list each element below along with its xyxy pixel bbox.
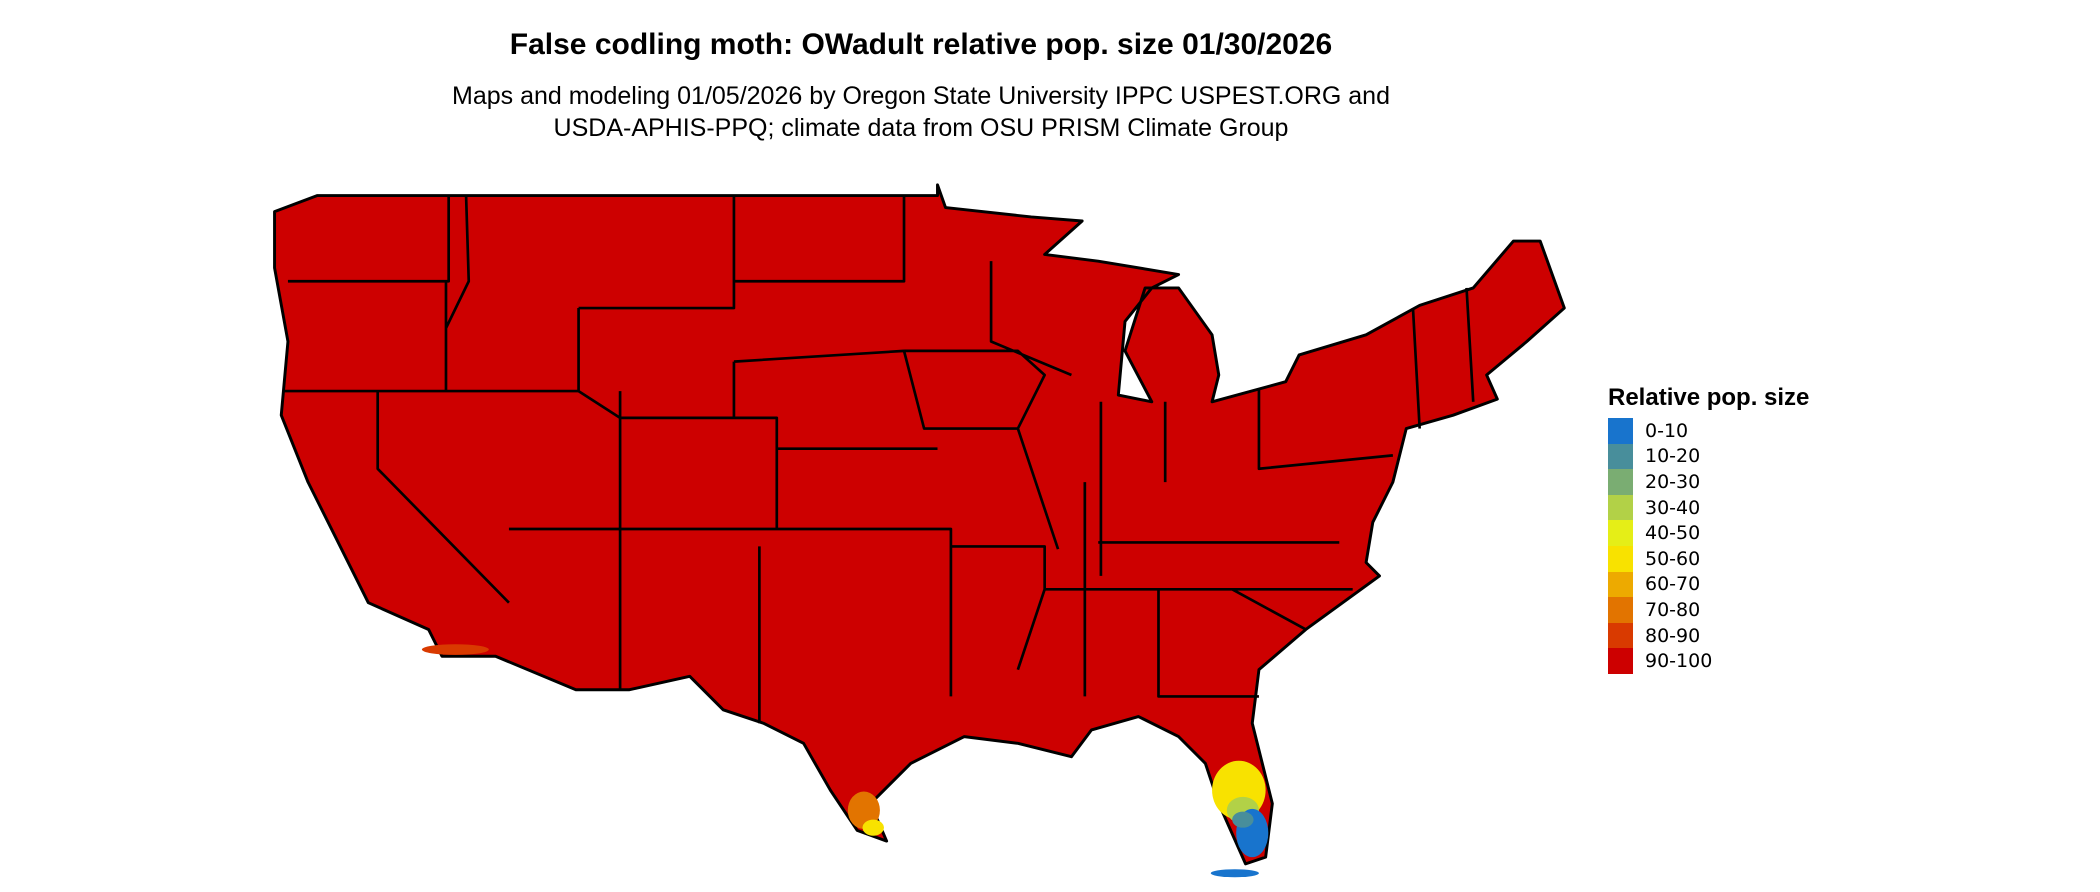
legend-item: 80-90 <box>1608 622 1809 649</box>
legend-title: Relative pop. size <box>1608 384 1810 411</box>
map-subtitle-line-2: USDA-APHIS-PPQ; climate data from OSU PR… <box>553 114 1289 142</box>
legend-label: 0-10 <box>1645 419 1689 442</box>
legend-swatch <box>1608 443 1633 470</box>
legend-label: 90-100 <box>1645 650 1713 673</box>
legend-swatch <box>1608 469 1633 495</box>
legend: Relative pop. size 0-10 10-20 20-30 30-40 40… <box>1608 384 1809 674</box>
legend-swatch <box>1608 494 1633 521</box>
legend-item: 60-70 <box>1608 571 1809 598</box>
legend-item: 0-10 <box>1608 418 1809 444</box>
map-subtitle-line-1: Maps and modeling 01/05/2026 by Oregon S… <box>452 82 1390 110</box>
legend-swatch <box>1608 571 1633 598</box>
state-borders <box>283 195 1475 724</box>
legend-label: 40-50 <box>1645 522 1701 545</box>
florida-gradient <box>1210 760 1269 878</box>
legend-label: 60-70 <box>1645 573 1701 596</box>
legend-item: 30-40 <box>1608 494 1809 521</box>
legend-item: 20-30 <box>1608 469 1809 495</box>
legend-swatch <box>1608 520 1633 546</box>
legend-item: 70-80 <box>1608 597 1809 623</box>
legend-label: 30-40 <box>1645 496 1701 519</box>
legend-label: 20-30 <box>1645 470 1701 493</box>
legend-swatch <box>1608 648 1633 674</box>
legend-label: 50-60 <box>1645 547 1701 570</box>
us-outline <box>273 183 1566 866</box>
legend-swatch <box>1608 597 1633 623</box>
legend-swatch <box>1608 418 1633 444</box>
legend-item: 90-100 <box>1608 648 1809 674</box>
legend-item: 40-50 <box>1608 520 1809 546</box>
legend-swatch <box>1608 622 1633 649</box>
legend-label: 70-80 <box>1645 598 1701 621</box>
legend-item: 10-20 <box>1608 443 1809 470</box>
map-title: False codling moth: OWadult relative pop… <box>509 28 1333 61</box>
legend-item: 50-60 <box>1608 545 1809 572</box>
texas-gradient <box>421 644 884 836</box>
legend-swatch <box>1608 545 1633 572</box>
legend-label: 10-20 <box>1645 445 1701 468</box>
legend-label: 80-90 <box>1645 624 1701 647</box>
